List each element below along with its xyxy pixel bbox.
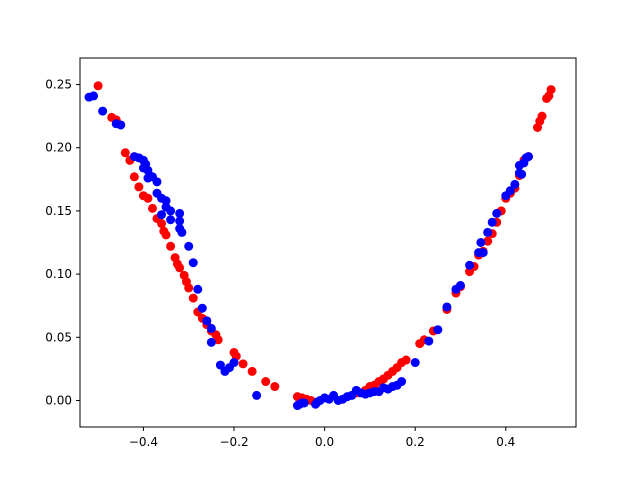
data-point bbox=[89, 91, 99, 101]
data-point bbox=[521, 153, 531, 163]
data-point bbox=[157, 210, 167, 220]
data-point bbox=[397, 377, 407, 387]
data-point bbox=[487, 217, 497, 227]
data-point bbox=[98, 106, 108, 116]
data-point bbox=[184, 241, 194, 251]
data-point bbox=[510, 179, 520, 189]
data-point bbox=[152, 177, 162, 187]
data-point bbox=[206, 323, 216, 333]
data-point bbox=[442, 302, 452, 312]
data-point bbox=[175, 263, 185, 273]
data-point bbox=[188, 258, 198, 268]
data-point bbox=[193, 284, 203, 294]
y-tick-label: 0.05 bbox=[45, 330, 72, 344]
y-tick-label: 0.00 bbox=[45, 393, 72, 407]
plot-area-frame bbox=[79, 57, 577, 428]
data-point bbox=[492, 208, 502, 218]
data-point bbox=[134, 182, 144, 192]
data-point bbox=[537, 111, 547, 121]
y-tick-label: 0.10 bbox=[45, 267, 72, 281]
data-point bbox=[197, 303, 207, 313]
data-point bbox=[424, 336, 434, 346]
series-1 bbox=[84, 91, 533, 411]
data-point bbox=[120, 148, 130, 158]
data-point bbox=[161, 196, 171, 206]
data-point bbox=[455, 280, 465, 290]
data-point bbox=[175, 208, 185, 218]
data-point bbox=[166, 241, 176, 251]
data-point bbox=[517, 169, 527, 179]
data-point bbox=[252, 390, 262, 400]
data-point bbox=[206, 337, 216, 347]
data-point bbox=[546, 85, 556, 95]
series-0 bbox=[93, 81, 556, 405]
data-point bbox=[213, 335, 223, 345]
x-tick-label: 0.2 bbox=[406, 435, 425, 449]
data-point bbox=[229, 358, 239, 368]
points-layer bbox=[84, 81, 556, 411]
data-point bbox=[433, 325, 443, 335]
data-point bbox=[175, 216, 185, 226]
data-point bbox=[483, 236, 493, 246]
x-tick-label: −0.2 bbox=[219, 435, 248, 449]
axes-layer: −0.4 −0.2 0.0 0.2 0.4 0.00 0.05 0.10 0.15 0.20 0.2… bbox=[45, 57, 577, 449]
data-point bbox=[188, 293, 198, 303]
data-point bbox=[129, 172, 139, 182]
data-point bbox=[202, 316, 212, 326]
data-point bbox=[143, 193, 153, 203]
x-tick-label: 0.0 bbox=[315, 435, 334, 449]
data-point bbox=[143, 165, 153, 175]
data-point bbox=[478, 248, 488, 258]
data-point bbox=[483, 227, 493, 237]
data-point bbox=[166, 215, 176, 225]
data-point bbox=[476, 238, 486, 247]
data-point bbox=[270, 382, 280, 392]
data-point bbox=[465, 260, 475, 270]
data-point bbox=[93, 81, 103, 91]
data-point bbox=[261, 377, 271, 387]
data-point bbox=[401, 355, 411, 365]
y-tick-label: 0.15 bbox=[45, 204, 72, 218]
data-point bbox=[247, 366, 257, 376]
x-tick-label: 0.4 bbox=[496, 435, 515, 449]
y-tick-label: 0.20 bbox=[45, 141, 72, 155]
data-point bbox=[215, 360, 225, 370]
data-point bbox=[410, 358, 420, 368]
data-point bbox=[177, 227, 187, 237]
data-point bbox=[297, 398, 307, 408]
data-point bbox=[184, 283, 194, 293]
data-point bbox=[166, 206, 176, 216]
data-point bbox=[147, 203, 157, 213]
data-point bbox=[505, 186, 515, 196]
data-point bbox=[238, 359, 248, 369]
data-point bbox=[116, 120, 126, 130]
x-tick-label: −0.4 bbox=[129, 435, 158, 449]
y-tick-label: 0.25 bbox=[45, 78, 72, 92]
data-point bbox=[161, 230, 171, 240]
data-point bbox=[157, 219, 167, 229]
